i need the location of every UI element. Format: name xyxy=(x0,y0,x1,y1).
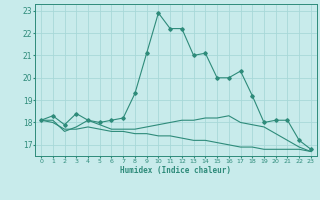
X-axis label: Humidex (Indice chaleur): Humidex (Indice chaleur) xyxy=(121,166,231,175)
